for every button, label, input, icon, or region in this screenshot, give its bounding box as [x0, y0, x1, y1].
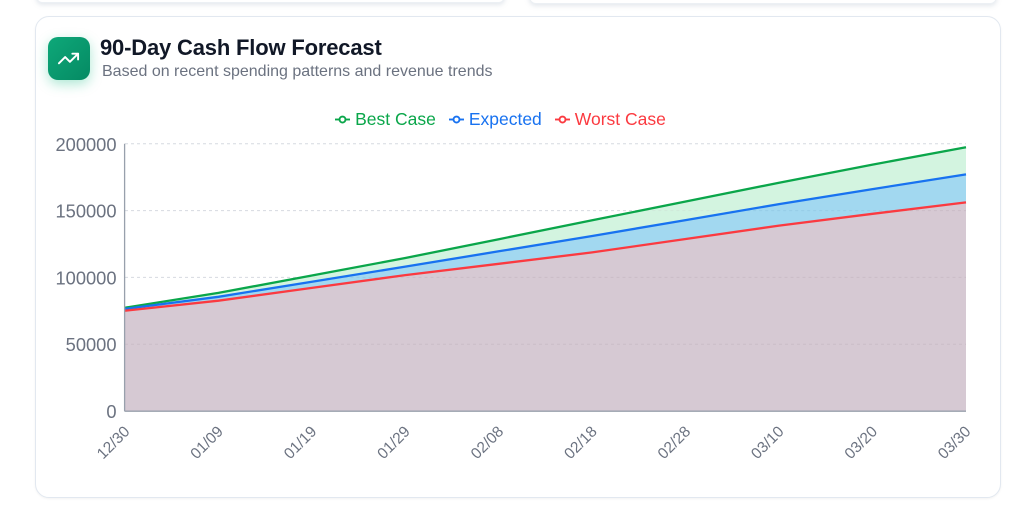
svg-text:150000: 150000 [55, 201, 116, 222]
svg-text:01/19: 01/19 [281, 423, 320, 462]
svg-text:0: 0 [106, 401, 116, 422]
svg-text:01/09: 01/09 [187, 423, 226, 462]
svg-text:03/20: 03/20 [842, 423, 882, 463]
svg-text:50000: 50000 [66, 334, 117, 355]
svg-text:12/30: 12/30 [94, 423, 134, 463]
svg-text:02/18: 02/18 [561, 423, 600, 462]
svg-text:100000: 100000 [55, 267, 116, 288]
svg-text:03/10: 03/10 [748, 423, 788, 463]
svg-text:200000: 200000 [55, 134, 116, 155]
svg-text:03/30: 03/30 [935, 423, 975, 463]
svg-text:02/08: 02/08 [468, 423, 507, 462]
svg-text:01/29: 01/29 [374, 423, 413, 462]
svg-text:02/28: 02/28 [655, 423, 694, 462]
